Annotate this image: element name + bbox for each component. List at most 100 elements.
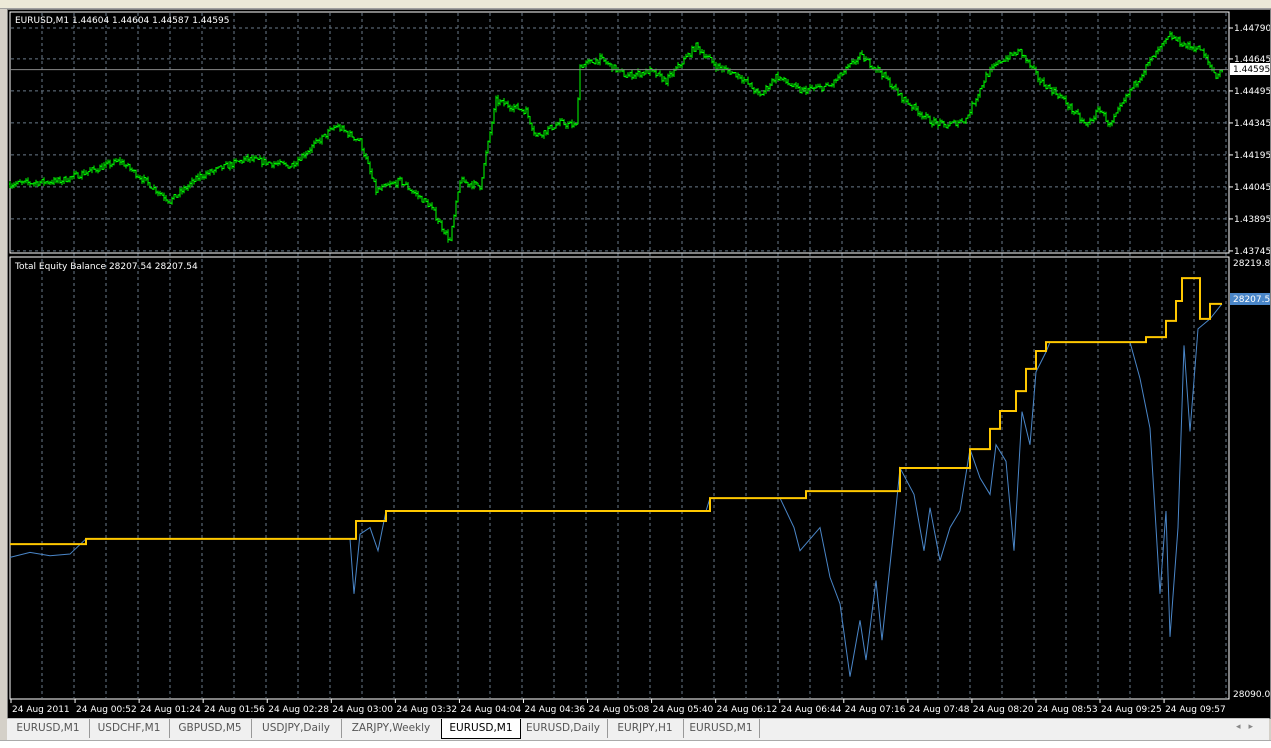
- price-bar: [77, 172, 79, 179]
- price-bar: [1151, 55, 1153, 62]
- price-bar: [1133, 81, 1135, 90]
- price-bar: [61, 180, 63, 186]
- price-bar: [985, 71, 987, 83]
- price-bar: [587, 58, 589, 65]
- price-bar: [305, 150, 307, 159]
- tab-usdjpy-daily[interactable]: USDJPY,Daily: [251, 719, 342, 738]
- current-price-marker: [1230, 63, 1270, 75]
- price-bar: [529, 115, 531, 125]
- price-bar: [295, 161, 297, 167]
- price-bar: [851, 59, 853, 65]
- time-tick-label: 24 Aug 07:16: [845, 705, 906, 715]
- price-bar: [275, 161, 277, 165]
- price-bar: [1193, 44, 1195, 53]
- price-bar: [843, 69, 845, 76]
- tab-eurusd-m1[interactable]: EURUSD,M1: [441, 719, 521, 739]
- tab-eurusd-m1[interactable]: EURUSD,M1: [7, 719, 90, 738]
- tab-gbpusd-m5[interactable]: GBPUSD,M5: [169, 719, 252, 738]
- price-bar: [431, 202, 433, 210]
- price-bar: [195, 175, 197, 182]
- chart-window[interactable]: EURUSD,M1 1.44604 1.44604 1.44587 1.4459…: [7, 9, 1271, 719]
- current-equity-label: 28207.54: [1233, 295, 1270, 305]
- price-bar: [203, 174, 205, 180]
- price-bar: [819, 83, 821, 89]
- price-bar: [399, 176, 401, 181]
- price-bar: [599, 53, 601, 66]
- price-bar: [1149, 57, 1151, 66]
- price-bar: [661, 73, 663, 83]
- price-bar: [707, 54, 709, 58]
- tab-eurusd-m1[interactable]: EURUSD,M1: [683, 719, 760, 738]
- price-bar: [1119, 102, 1121, 112]
- price-bar: [853, 59, 855, 65]
- price-bar: [239, 159, 241, 164]
- price-bar: [1005, 55, 1007, 62]
- price-bar: [1103, 111, 1105, 117]
- price-bar: [39, 180, 41, 186]
- price-bar: [107, 159, 109, 165]
- price-bar: [907, 98, 909, 105]
- price-bar: [247, 153, 249, 163]
- price-bar: [709, 54, 711, 58]
- price-bar: [829, 84, 831, 87]
- price-bar: [705, 53, 707, 59]
- price-bar: [313, 140, 315, 149]
- price-bar: [485, 150, 487, 166]
- price-bar: [1075, 110, 1077, 115]
- price-bar: [417, 190, 419, 200]
- price-bar: [1199, 45, 1201, 51]
- price-bar: [455, 200, 457, 218]
- price-bar: [385, 183, 387, 188]
- price-bar: [917, 106, 919, 117]
- price-bar: [1043, 77, 1045, 87]
- price-bar: [391, 181, 393, 185]
- tab-zarjpy-weekly[interactable]: ZARJPY,Weekly: [341, 719, 442, 738]
- price-bar: [387, 182, 389, 186]
- price-bar: [501, 99, 503, 103]
- chart-canvas[interactable]: EURUSD,M1 1.44604 1.44604 1.44587 1.4459…: [8, 10, 1271, 718]
- price-bar: [333, 125, 335, 131]
- price-bar: [595, 57, 597, 65]
- equity-axis-bottom: 28090.05: [1233, 690, 1270, 700]
- price-bar: [821, 85, 823, 93]
- price-bar: [711, 56, 713, 64]
- price-bar: [373, 177, 375, 183]
- price-bar: [283, 160, 285, 165]
- price-bar: [959, 119, 961, 124]
- price-bar: [989, 66, 991, 77]
- tab-usdchf-m1[interactable]: USDCHF,M1: [89, 719, 170, 738]
- price-bar: [957, 120, 959, 128]
- tab-eurjpy-h1[interactable]: EURJPY,H1: [607, 719, 684, 738]
- price-bar: [1169, 31, 1171, 38]
- price-bar: [1029, 59, 1031, 69]
- price-bar: [329, 126, 331, 132]
- price-bar: [561, 118, 563, 122]
- price-bar: [355, 138, 357, 142]
- price-bar: [665, 77, 667, 85]
- price-bar: [767, 85, 769, 91]
- price-bar: [657, 72, 659, 77]
- price-bar: [389, 180, 391, 188]
- current-price-label: 1.44595: [1233, 65, 1270, 75]
- price-bar: [921, 111, 923, 120]
- price-bar: [469, 183, 471, 188]
- tab-scroll-arrows-icon[interactable]: ◂▸: [1235, 722, 1261, 732]
- price-bar: [127, 162, 129, 167]
- price-bar: [185, 186, 187, 191]
- price-bar: [1059, 92, 1061, 99]
- price-bar: [865, 56, 867, 62]
- tab-eurusd-daily[interactable]: EURUSD,Daily: [519, 719, 608, 738]
- price-bar: [175, 194, 177, 198]
- price-bar: [519, 108, 521, 111]
- price-bar: [541, 134, 543, 138]
- price-bar: [553, 127, 555, 130]
- price-bar: [935, 117, 937, 125]
- price-bar: [1051, 87, 1053, 96]
- price-tick-label: 1.43895: [1234, 215, 1270, 225]
- price-bar: [1067, 101, 1069, 111]
- price-bar: [749, 83, 751, 88]
- price-bar: [689, 53, 691, 58]
- price-bar: [845, 66, 847, 75]
- price-tick-label: 1.44790: [1234, 24, 1270, 34]
- price-bar: [481, 177, 483, 190]
